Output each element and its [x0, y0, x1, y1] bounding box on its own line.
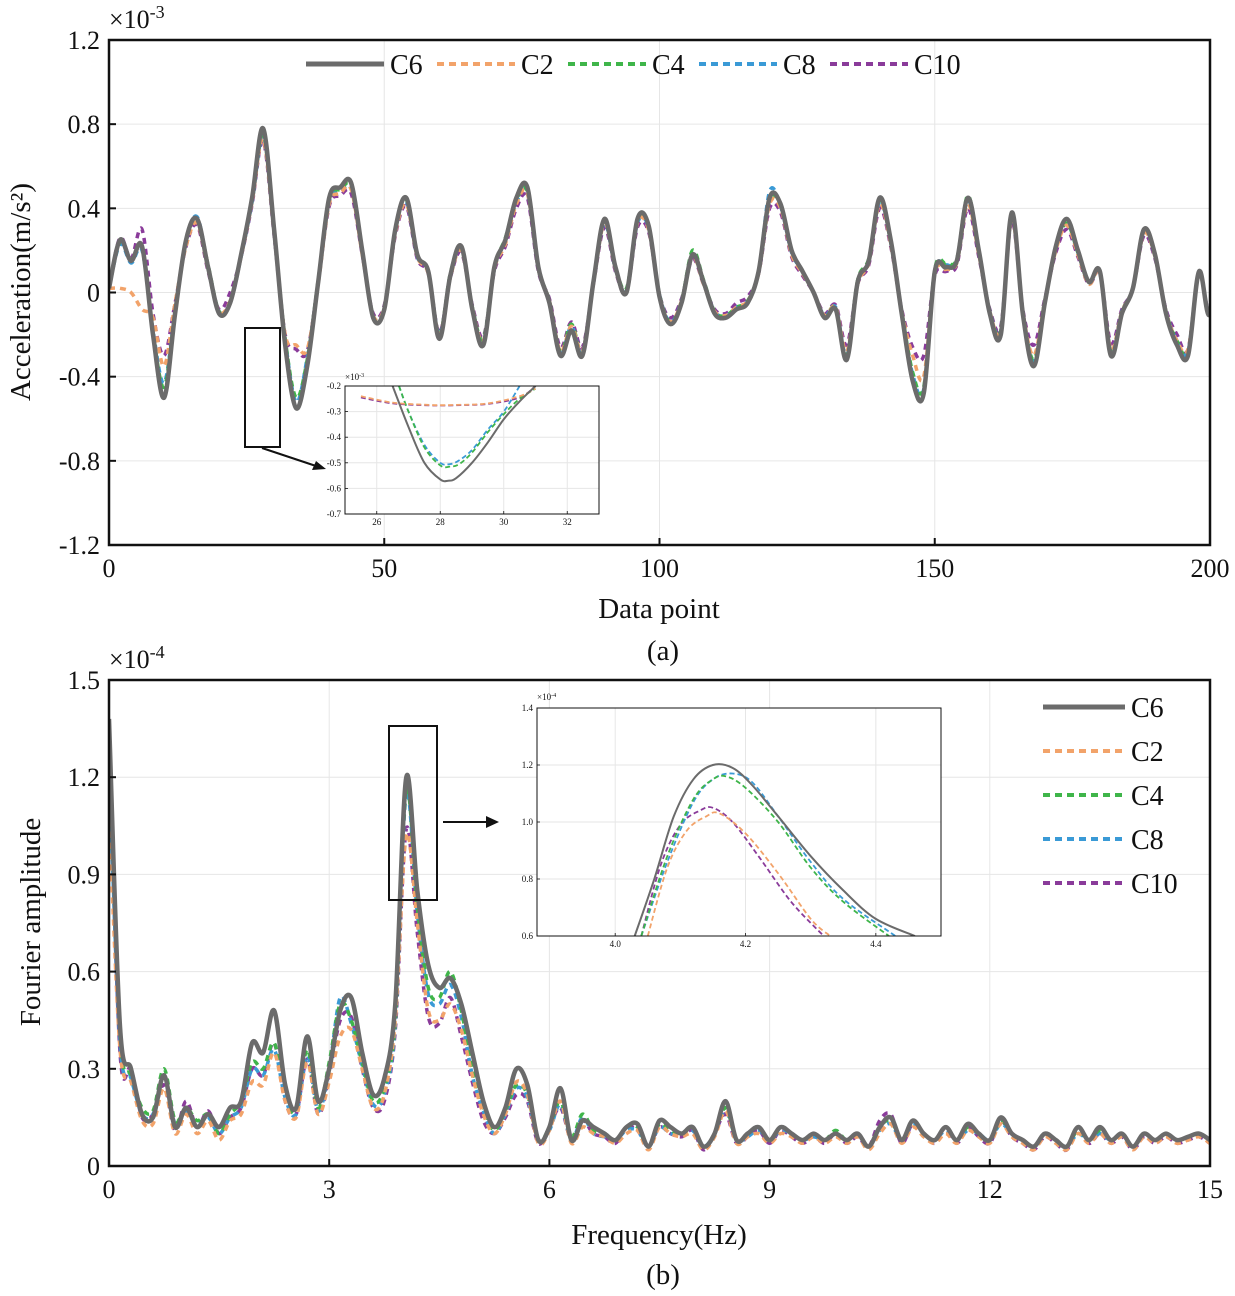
panel-a-scale-factor: ×10-3: [109, 2, 165, 34]
panel-a-inset-frame: [344, 385, 600, 515]
series-line-c4: [398, 386, 536, 469]
y-tick-label: 1.0: [522, 817, 534, 827]
y-tick-label: -0.5: [327, 458, 342, 468]
legend-label-c8: C8: [783, 50, 816, 81]
panel-a-acceleration: 0 50 100 150 200 -1.2 -0.8 -0.4 0 0.4 0.8 1.2 ×10-3…: [5, 2, 1230, 667]
y-tick-label: 0.8: [68, 110, 101, 139]
x-tick-label: 4.0: [610, 939, 622, 949]
panel-a-y-axis-title: Acceleration(m/s²): [5, 183, 37, 401]
series-line-c6: [633, 763, 916, 936]
series-line-c2: [646, 811, 831, 936]
panel-a-legend: C6 C2 C4 C8 C10: [306, 50, 961, 81]
x-tick-label: 12: [977, 1175, 1003, 1204]
panel-b-inset-series-group: [633, 763, 916, 936]
series-line-c4: [640, 774, 890, 936]
panel-a-inset-series-group: [360, 386, 537, 483]
y-tick-label: 1.5: [68, 666, 101, 695]
panel-b-x-axis-title: Frequency(Hz): [571, 1219, 747, 1251]
y-tick-label: 0.4: [68, 194, 101, 223]
y-tick-label: 0.6: [68, 958, 101, 987]
legend-label-c10: C10: [914, 50, 961, 81]
series-line-c10: [640, 806, 825, 936]
series-line-c6: [391, 386, 537, 483]
x-tick-label: 15: [1197, 1175, 1223, 1204]
panel-a-series-group: [109, 126, 1210, 411]
panel-b-inset-scale-factor: ×10-4: [537, 692, 556, 702]
legend-label-c6: C6: [390, 50, 423, 81]
y-tick-label: -0.3: [327, 407, 342, 417]
series-line-c6: [109, 126, 1210, 411]
panel-b-zoom-arrowhead: [486, 816, 499, 828]
panel-b-inset-grid: [537, 708, 941, 936]
x-tick-label: 4.2: [740, 939, 751, 949]
panel-a-inset-ticks: 26 28 30 32 -0.2 -0.3 -0.4 -0.5 -0.6 -0.7: [327, 381, 572, 527]
panel-b-legend: C6 C2 C4 C8 C10: [1043, 693, 1178, 900]
series-line-c10: [109, 139, 1210, 363]
x-tick-label: 0: [103, 554, 116, 583]
panel-b-label: (b): [646, 1259, 680, 1291]
panel-a-label: (a): [647, 635, 679, 667]
x-tick-label: 50: [371, 554, 397, 583]
series-line-c8: [109, 760, 1210, 1149]
panel-b-scale-factor: ×10-4: [109, 642, 165, 674]
y-tick-label: -1.2: [59, 531, 100, 560]
y-tick-label: 0: [87, 1152, 100, 1181]
x-tick-label: 28: [436, 517, 446, 527]
panel-b-series-group: [109, 718, 1210, 1153]
x-tick-label: 100: [640, 554, 679, 583]
x-tick-label: 0: [103, 1175, 116, 1204]
legend-label-c8: C8: [1131, 825, 1164, 856]
x-tick-label: 6: [543, 1175, 556, 1204]
panel-a-inset-scale-factor: ×10-3: [345, 372, 364, 382]
y-tick-label: -0.6: [327, 483, 342, 493]
panel-b-fourier: 0 3 6 9 12 15 0 0.3 0.6 0.9 1.2 1.5 ×10-4 Frequency…: [15, 642, 1223, 1291]
legend-label-c2: C2: [521, 50, 554, 81]
y-tick-label: -0.4: [59, 363, 100, 392]
x-tick-label: 32: [563, 517, 572, 527]
panel-b-inset: 4.0 4.2 4.4 0.6 0.8 1.0 1.2 1.4 ×10-4: [522, 692, 942, 949]
panel-a-zoom-box: [244, 327, 281, 448]
series-line-c2: [109, 809, 1210, 1152]
series-line-c2: [109, 137, 1210, 383]
panel-a-zoom-arrow: [261, 447, 317, 467]
panel-a-inset: 26 28 30 32 -0.2 -0.3 -0.4 -0.5 -0.6 -0.7 ×10-3: [327, 372, 600, 527]
x-tick-label: 30: [499, 517, 509, 527]
x-tick-label: 9: [763, 1175, 776, 1204]
y-tick-label: 0.6: [522, 931, 534, 941]
series-line-c6: [109, 718, 1210, 1150]
legend-label-c6: C6: [1131, 693, 1164, 724]
y-tick-label: 0.8: [522, 874, 534, 884]
x-tick-label: 200: [1191, 554, 1230, 583]
legend-label-c4: C4: [1131, 781, 1164, 812]
x-tick-label: 150: [915, 554, 954, 583]
panel-b-zoom-box: [388, 725, 438, 901]
y-tick-label: 0: [87, 279, 100, 308]
panel-b-frame: [107, 678, 1212, 1168]
y-tick-label: 0.9: [68, 860, 101, 889]
x-tick-label: 4.4: [870, 939, 882, 949]
y-tick-label: 1.2: [68, 763, 101, 792]
legend-label-c4: C4: [652, 50, 685, 81]
legend-label-c2: C2: [1131, 737, 1164, 768]
panel-a-ticks: 0 50 100 150 200 -1.2 -0.8 -0.4 0 0.4 0.8 1.2: [59, 26, 1230, 583]
y-tick-label: -0.7: [327, 509, 342, 519]
y-tick-label: -0.8: [59, 447, 100, 476]
x-tick-label: 3: [323, 1175, 336, 1204]
y-tick-label: 0.3: [68, 1055, 101, 1084]
panel-a-zoom-arrowhead: [312, 461, 326, 470]
panel-b-inset-ticks: 4.0 4.2 4.4 0.6 0.8 1.0 1.2 1.4: [522, 703, 882, 949]
legend-label-c10: C10: [1131, 869, 1178, 900]
y-tick-label: -0.4: [327, 432, 342, 442]
y-tick-label: 1.2: [68, 26, 101, 55]
y-tick-label: -0.2: [327, 381, 341, 391]
series-line-c2: [360, 387, 536, 407]
y-tick-label: 1.2: [522, 760, 533, 770]
panel-b-y-axis-title: Fourier amplitude: [15, 818, 47, 1027]
panel-a-x-axis-title: Data point: [598, 593, 720, 625]
series-line-c8: [398, 386, 521, 466]
y-tick-label: 1.4: [522, 703, 534, 713]
x-tick-label: 26: [372, 517, 382, 527]
panel-b-ticks: 0 3 6 9 12 15 0 0.3 0.6 0.9 1.2 1.5: [68, 666, 1224, 1204]
